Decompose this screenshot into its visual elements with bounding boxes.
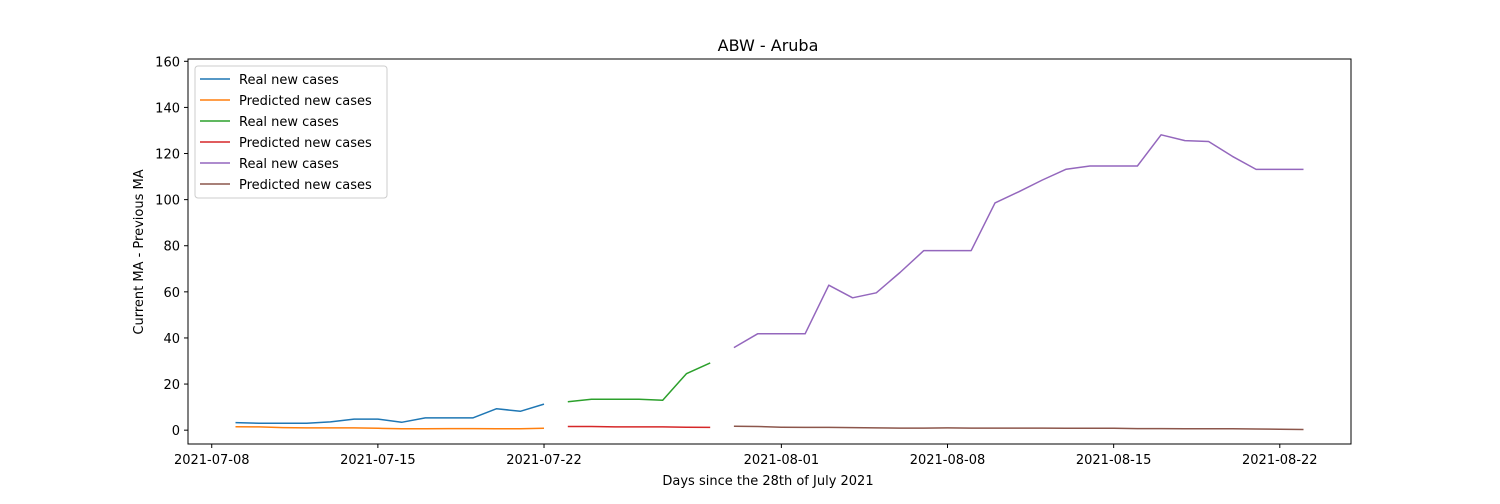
x-axis-label: Days since the 28th of July 2021 <box>662 474 873 489</box>
x-tick-label: 2021-08-15 <box>1076 453 1152 468</box>
y-tick-label: 20 <box>163 378 180 393</box>
series-line-3 <box>567 362 711 403</box>
legend: Real new cases Predicted new cases Real ne… <box>194 65 388 199</box>
y-tick-label: 80 <box>163 240 180 255</box>
y-tick-label: 120 <box>155 148 180 163</box>
series-line-2 <box>235 425 545 430</box>
x-tick-label: 2021-07-08 <box>174 453 250 468</box>
x-tick-label: 2021-08-01 <box>744 453 820 468</box>
x-tick-label: 2021-07-22 <box>506 453 582 468</box>
x-tick-label: 2021-07-15 <box>340 453 416 468</box>
x-tick-label: 2021-08-22 <box>1242 453 1318 468</box>
y-axis-label: Current MA - Previous MA <box>132 169 147 334</box>
legend-label: Real new cases <box>239 157 339 172</box>
legend-label: Predicted new cases <box>239 178 372 193</box>
y-tick-label: 0 <box>172 424 180 439</box>
y-tick-label: 140 <box>155 101 180 116</box>
series-line-1 <box>235 403 545 425</box>
plot-area: 2021-07-08 2021-07-15 2021-07-22 2021-08-01… <box>155 55 1352 468</box>
chart-title: ABW - Aruba <box>718 36 819 55</box>
series-line-6 <box>733 425 1304 431</box>
y-tick-label: 60 <box>163 286 180 301</box>
series-line-4 <box>567 425 711 429</box>
x-tick-label: 2021-08-08 <box>910 453 986 468</box>
axes-frame <box>187 58 1352 445</box>
legend-box <box>194 65 388 199</box>
y-tick-label: 100 <box>155 194 180 209</box>
y-tick-label: 40 <box>163 332 180 347</box>
series-line-5 <box>733 134 1304 349</box>
y-tick-label: 160 <box>155 55 180 70</box>
legend-label: Predicted new cases <box>239 136 372 151</box>
legend-label: Predicted new cases <box>239 94 372 109</box>
legend-label: Real new cases <box>239 73 339 88</box>
legend-label: Real new cases <box>239 115 339 130</box>
